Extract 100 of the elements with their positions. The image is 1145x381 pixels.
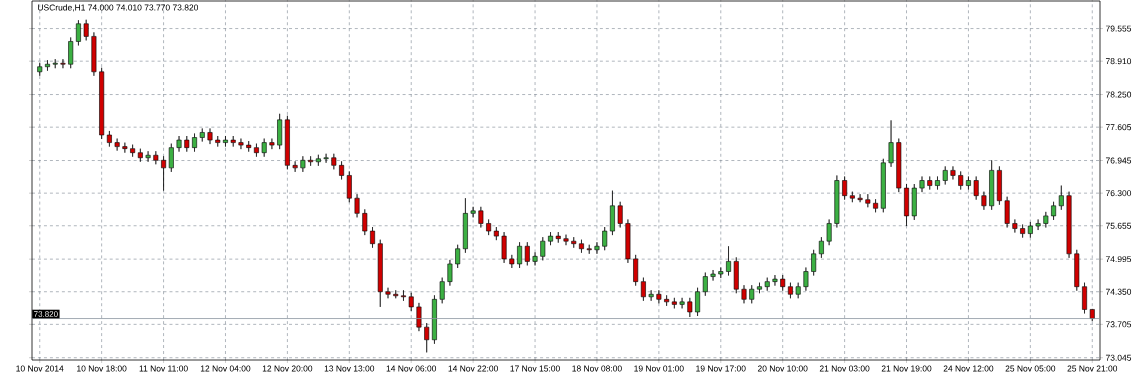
- candlestick: [339, 160, 345, 180]
- candlestick: [671, 297, 677, 309]
- candlestick: [981, 191, 987, 211]
- candlestick: [873, 198, 879, 213]
- y-tick-label: 73.045: [1105, 354, 1132, 361]
- candlestick: [137, 148, 143, 163]
- x-tick-label: 13 Nov 13:00: [324, 365, 375, 372]
- candlestick: [749, 284, 755, 304]
- candlestick: [37, 62, 43, 77]
- x-tick-label: 12 Nov 04:00: [200, 365, 251, 372]
- candlestick: [153, 150, 159, 165]
- x-tick-label: 14 Nov 22:00: [448, 365, 498, 372]
- candlestick: [269, 138, 275, 150]
- candlestick: [416, 302, 422, 332]
- candlestick: [555, 231, 561, 243]
- candlestick: [230, 135, 236, 147]
- candlestick: [401, 289, 406, 302]
- candlestick: [602, 226, 608, 251]
- x-tick-label: 12 Nov 20:00: [262, 365, 313, 372]
- candlestick: [818, 236, 824, 259]
- candlestick: [911, 183, 917, 221]
- candlestick: [315, 154, 321, 167]
- candlestick: [965, 176, 971, 190]
- x-tick-label: 25 Nov 05:00: [1005, 365, 1056, 372]
- candlestick: [192, 133, 197, 152]
- x-tick-label: 19 Nov 17:00: [696, 365, 746, 372]
- candlestick: [346, 171, 352, 203]
- candlestick: [509, 254, 515, 269]
- candlestick: [563, 234, 569, 246]
- candlestick: [393, 289, 399, 299]
- candlestick: [106, 130, 112, 147]
- y-tick-label: 78.910: [1105, 58, 1132, 65]
- candlestick: [973, 176, 979, 201]
- candlestick: [1051, 201, 1057, 221]
- candlestick: [524, 241, 530, 266]
- y-tick-label: 76.945: [1105, 157, 1132, 164]
- x-tick-label: 21 Nov 03:00: [819, 365, 870, 372]
- candlestick: [1035, 219, 1041, 231]
- candlestick: [741, 284, 747, 304]
- candlestick: [45, 59, 50, 72]
- candlestick: [408, 292, 414, 312]
- candlestick: [834, 175, 840, 228]
- y-tick-label: 74.995: [1105, 256, 1132, 263]
- candlestick: [617, 201, 623, 228]
- candlestick: [1058, 185, 1064, 211]
- candlestick: [710, 269, 716, 281]
- candlestick: [842, 176, 848, 201]
- candlestick: [246, 140, 252, 152]
- candlestick: [385, 287, 391, 299]
- candlestick: [935, 176, 940, 190]
- candlestick: [493, 226, 499, 241]
- candlestick: [130, 144, 136, 158]
- y-tick-label: 77.605: [1105, 124, 1132, 131]
- candlestick: [548, 231, 553, 246]
- candlestick: [184, 135, 190, 152]
- candlestick: [733, 257, 739, 294]
- candlestick: [223, 135, 228, 147]
- candlestick: [904, 183, 909, 227]
- candlestick: [664, 294, 670, 307]
- x-tick-label: 24 Nov 12:00: [943, 365, 994, 372]
- candlestick: [787, 282, 793, 299]
- candlestick: [122, 142, 128, 153]
- candlestick: [60, 58, 66, 69]
- candlestick: [517, 241, 523, 269]
- candlestick: [888, 120, 894, 168]
- candlestick: [161, 155, 167, 191]
- x-tick-label: 17 Nov 15:00: [510, 365, 560, 372]
- candlestick: [91, 32, 97, 77]
- candlestick: [424, 322, 430, 353]
- x-tick-label: 18 Nov 08:00: [572, 365, 622, 372]
- candlestick: [772, 274, 778, 286]
- candlestick: [308, 155, 314, 167]
- x-tick-label: 20 Nov 10:00: [757, 365, 808, 372]
- candlestick: [431, 294, 437, 345]
- candlestick: [470, 206, 476, 218]
- candlestick: [1027, 221, 1033, 238]
- candlestick: [609, 190, 615, 236]
- candlestick: [927, 176, 933, 190]
- x-tick-label: 19 Nov 01:00: [634, 365, 684, 372]
- candlestick: [625, 219, 631, 264]
- candlestick: [207, 128, 213, 145]
- y-tick-label: 73.705: [1105, 321, 1132, 328]
- candlestick: [996, 166, 1002, 206]
- candlestick: [849, 191, 855, 203]
- candlestick: [656, 289, 662, 304]
- candlestick: [284, 115, 290, 170]
- candlestick: [695, 287, 701, 317]
- candlestick: [764, 277, 770, 292]
- x-tick-label: 11 Nov 11:00: [139, 365, 188, 372]
- y-tick-label: 76.300: [1105, 190, 1132, 197]
- chart-title: USCrude,H1 74.000 74.010 73.770 73.820: [38, 4, 199, 12]
- x-tick-label: 10 Nov 18:00: [77, 365, 127, 372]
- candlestick: [354, 193, 360, 218]
- x-tick-label: 10 Nov 2014: [16, 365, 64, 372]
- candlestick: [52, 58, 58, 69]
- candlestick: [718, 267, 724, 279]
- candlestick: [323, 153, 329, 164]
- candlestick: [486, 219, 492, 236]
- candlestick: [571, 236, 577, 249]
- candlestick: [795, 282, 801, 299]
